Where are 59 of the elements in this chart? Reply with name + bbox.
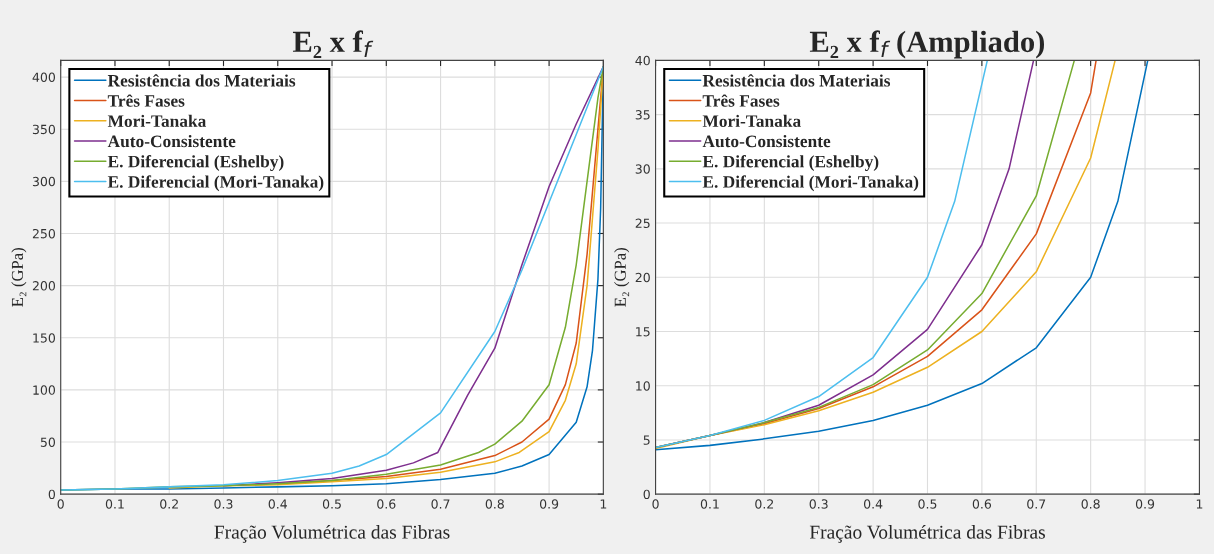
- legend-label: Três Fases: [107, 94, 185, 107]
- legend-label: E. Diferencial (Mori-Tanaka): [702, 175, 919, 192]
- y-tick-label: 40: [635, 55, 650, 66]
- legend-label: Resistência dos Materiais: [702, 74, 891, 87]
- y-tick-label: 0: [48, 489, 56, 500]
- x-tick-label: 0.7: [1027, 499, 1046, 509]
- y-tick-label: 250: [32, 228, 56, 239]
- x-tick-label: 0.8: [485, 499, 504, 509]
- legend-label: E. Diferencial (Eshelby): [702, 155, 879, 172]
- y-tick-label: 0: [643, 489, 650, 500]
- legend-label: Três Fases: [702, 94, 780, 107]
- y-axis-title: E₂ (GPa): [11, 248, 27, 307]
- legend-label: E. Diferencial (Mori-Tanaka): [107, 175, 324, 192]
- x-tick-label: 0.1: [105, 499, 124, 509]
- x-tick-label: 0.4: [268, 499, 287, 509]
- x-tick-label: 0.6: [972, 499, 992, 509]
- x-tick-label: 0.1: [700, 499, 719, 509]
- line-series: [60, 65, 604, 491]
- x-tick-label: 0.3: [809, 499, 828, 509]
- x-axis-title: Fração Volumétrica das Fibras: [809, 525, 1045, 543]
- y-tick-label: 350: [32, 124, 56, 135]
- legend-label: E. Diferencial (Eshelby): [107, 155, 284, 172]
- x-tick-label: 0.9: [539, 499, 559, 509]
- y-tick-label: 20: [635, 272, 650, 283]
- legend-label: Mori-Tanaka: [702, 114, 801, 127]
- y-tick-label: 50: [40, 437, 56, 447]
- x-tick-label: 1: [1196, 499, 1203, 509]
- y-tick-label: 100: [33, 385, 56, 395]
- y-tick-label: 30: [635, 164, 650, 174]
- legend-label: Auto-Consistente: [702, 134, 831, 148]
- y-tick-label: 200: [32, 281, 56, 291]
- y-tick-label: 25: [635, 218, 650, 228]
- x-tick-label: 0: [57, 499, 64, 509]
- x-tick-label: 0.6: [377, 499, 396, 509]
- y-tick-label: 150: [33, 333, 56, 343]
- x-tick-label: 0.2: [755, 499, 774, 509]
- x-tick-label: 1: [600, 499, 607, 509]
- y-tick-label: 10: [636, 381, 650, 391]
- chart-title: E₂ x f$_{f}$: [292, 30, 374, 58]
- y-tick-label: 5: [643, 435, 650, 445]
- legend-label: Auto-Consistente: [107, 134, 236, 148]
- y-axis-title: E₂ (GPa): [614, 248, 630, 307]
- x-tick-label: 0.5: [322, 499, 341, 509]
- x-tick-label: 0.3: [214, 499, 233, 509]
- x-tick-label: 0.4: [863, 499, 883, 509]
- y-tick-label: 15: [636, 327, 650, 337]
- x-axis-title: Fração Volumétrica das Fibras: [214, 525, 450, 543]
- y-tick-label: 400: [32, 72, 56, 82]
- legend-label: Mori-Tanaka: [107, 114, 207, 127]
- x-tick-label: 0.8: [1081, 499, 1100, 509]
- y-tick-label: 300: [32, 176, 56, 187]
- x-tick-label: 0.2: [160, 499, 178, 509]
- y-tick-label: 35: [635, 110, 650, 120]
- chart-title: E₂ x f$_{f}$ (Ampliado): [809, 30, 1045, 59]
- legend-label: Resistência dos Materiais: [107, 74, 296, 87]
- x-tick-label: 0: [652, 499, 659, 509]
- x-tick-label: 0.7: [431, 499, 450, 509]
- x-tick-label: 0.5: [918, 499, 937, 509]
- x-tick-label: 0.9: [1135, 499, 1155, 509]
